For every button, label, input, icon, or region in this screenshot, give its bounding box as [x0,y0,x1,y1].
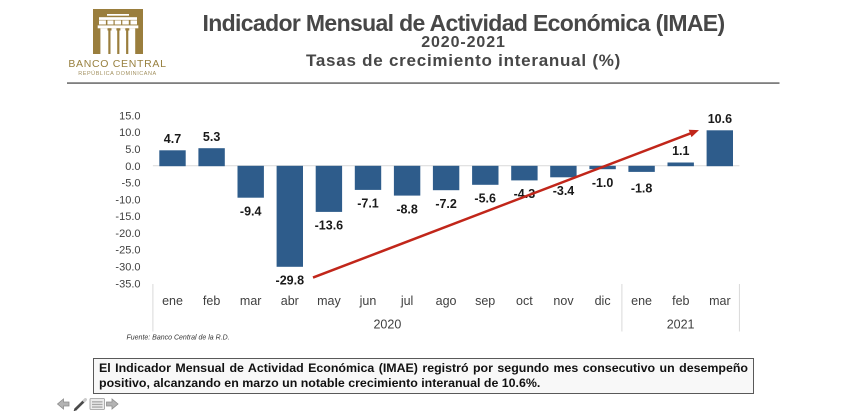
svg-text:-1.0: -1.0 [592,176,614,190]
svg-text:-5.6: -5.6 [474,192,496,206]
svg-text:0.0: 0.0 [125,161,140,173]
svg-text:nov: nov [553,294,574,308]
svg-text:-1.8: -1.8 [631,182,653,196]
svg-text:1.1: 1.1 [672,144,689,158]
svg-text:-8.8: -8.8 [396,202,418,216]
svg-text:oct: oct [516,294,533,308]
svg-text:2020: 2020 [373,318,401,332]
svg-text:abr: abr [281,294,299,308]
svg-text:2021: 2021 [667,318,695,332]
svg-text:feb: feb [203,294,220,308]
svg-text:jul: jul [400,294,414,308]
svg-text:-7.1: -7.1 [357,197,379,211]
svg-text:-3.4: -3.4 [553,184,575,198]
svg-text:ene: ene [162,294,183,308]
svg-text:Fuente: Banco Central de la R.: Fuente: Banco Central de la R.D. [127,335,230,342]
svg-text:-7.2: -7.2 [435,197,457,211]
svg-text:-10.0: -10.0 [115,194,140,206]
svg-text:-25.0: -25.0 [115,245,140,257]
svg-text:-30.0: -30.0 [115,262,140,274]
svg-text:-29.8: -29.8 [276,274,305,288]
svg-text:mar: mar [240,294,262,308]
svg-text:ago: ago [436,294,457,308]
svg-text:10.0: 10.0 [119,127,140,139]
svg-text:5.3: 5.3 [203,130,220,144]
svg-text:-5.0: -5.0 [122,178,141,190]
svg-text:-9.4: -9.4 [240,204,262,218]
svg-text:ene: ene [631,294,652,308]
svg-text:sep: sep [475,294,495,308]
svg-text:10.6: 10.6 [708,112,732,126]
svg-text:-13.6: -13.6 [315,219,344,233]
svg-text:jun: jun [359,294,377,308]
svg-text:-20.0: -20.0 [115,228,140,240]
svg-text:4.7: 4.7 [164,132,181,146]
svg-text:-15.0: -15.0 [115,211,140,223]
svg-text:dic: dic [595,294,611,308]
svg-text:may: may [317,294,341,308]
svg-text:mar: mar [709,294,731,308]
svg-text:15.0: 15.0 [119,110,140,122]
svg-text:5.0: 5.0 [125,144,140,156]
svg-text:feb: feb [672,294,689,308]
svg-text:-35.0: -35.0 [115,278,140,290]
